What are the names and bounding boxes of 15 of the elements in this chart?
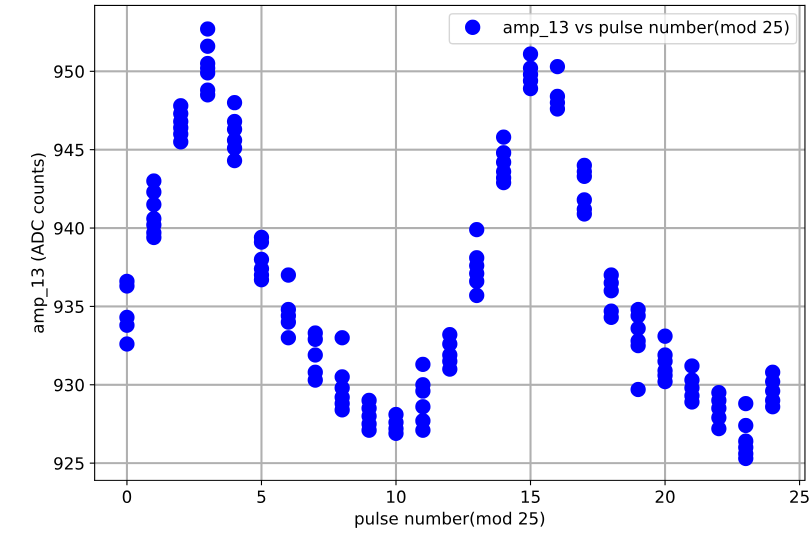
x-tick-label: 5 [257, 490, 266, 503]
x-tick-label: 25 [790, 490, 809, 503]
x-tick-label: 10 [387, 490, 406, 503]
y-axis-title: amp_13 (ADC counts) [30, 153, 48, 333]
legend-label: amp_13 vs pulse number(mod 25) [504, 20, 789, 38]
y-tick-label: 930 [54, 378, 84, 392]
x-tick-label: 20 [656, 490, 675, 503]
x-axis-title: pulse number(mod 25) [356, 512, 544, 528]
x-tick-label: 0 [122, 490, 132, 503]
y-tick-label: 935 [54, 300, 84, 313]
y-tick-label: 945 [54, 144, 84, 156]
y-tick-label: 950 [54, 65, 84, 78]
y-tick-label: 925 [54, 457, 84, 470]
y-tick-label: 940 [54, 222, 84, 235]
x-tick-label: 15 [522, 490, 540, 503]
